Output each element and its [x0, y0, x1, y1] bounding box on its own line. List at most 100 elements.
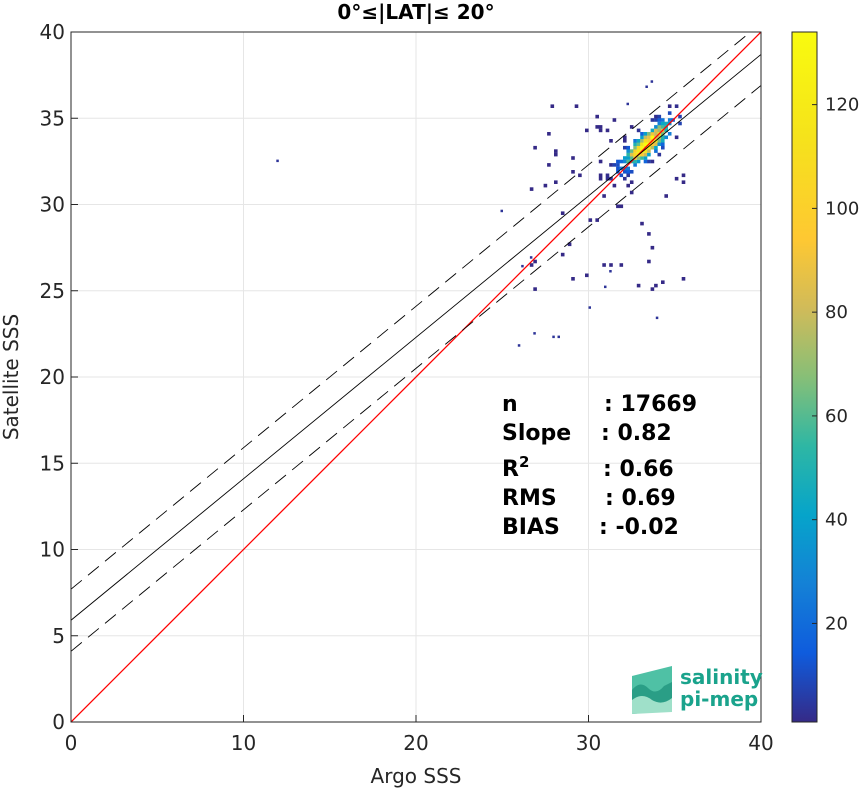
density-cell — [574, 104, 579, 108]
density-cell — [626, 166, 630, 171]
density-cell — [626, 183, 630, 188]
colorbar-tick-label: 40 — [825, 510, 848, 531]
density-cell — [598, 128, 603, 133]
density-cell — [633, 142, 637, 146]
density-cell — [647, 159, 651, 164]
density-cell — [640, 135, 644, 140]
density-cell — [661, 121, 665, 126]
density-cell — [647, 145, 651, 150]
density-cell — [667, 132, 672, 136]
density-cell — [643, 132, 648, 136]
density-cell — [657, 152, 662, 157]
x-axis-ticks: 0 10 20 30 40 — [65, 715, 774, 755]
density-cell — [585, 128, 589, 133]
density-cell — [647, 232, 651, 236]
colorbar — [791, 31, 818, 723]
density-cell — [657, 142, 662, 146]
outlier-point — [609, 270, 612, 273]
density-cell — [650, 159, 655, 164]
density-cell — [678, 121, 682, 126]
density-cell — [571, 156, 575, 160]
density-cell — [633, 139, 637, 143]
density-cell — [633, 145, 637, 150]
density-cell — [667, 111, 672, 115]
density-cell — [678, 114, 682, 119]
density-cell — [560, 252, 565, 257]
density-cell — [674, 104, 679, 108]
density-cell — [619, 263, 624, 267]
colorbar-tick-label: 120 — [825, 95, 859, 116]
stat-label: BIAS — [502, 515, 560, 540]
density-cell — [619, 173, 624, 178]
density-cell — [609, 163, 613, 167]
x-tick-label: 20 — [403, 731, 428, 755]
outlier-point — [604, 285, 607, 289]
density-cell — [626, 149, 630, 153]
density-cell — [543, 183, 548, 188]
density-cell — [640, 142, 644, 146]
density-cell — [664, 128, 668, 133]
y-tick-label: 30 — [40, 193, 65, 217]
density-cell — [595, 218, 599, 222]
stat-label: R2 — [502, 453, 529, 482]
density-cell — [650, 128, 655, 133]
density-cell — [602, 263, 606, 267]
density-cell — [636, 128, 641, 133]
density-cell — [661, 132, 665, 136]
outlier-point — [655, 316, 659, 320]
y-axis-label: Satellite SSS — [0, 314, 23, 440]
density-cell — [629, 125, 634, 129]
density-cell — [657, 125, 662, 129]
stat-label: Slope — [502, 421, 571, 446]
density-cell — [626, 145, 630, 150]
density-cell — [612, 118, 617, 122]
density-cell — [623, 176, 627, 181]
colorbar-tick-label: 20 — [825, 613, 848, 634]
density-cell — [626, 156, 630, 160]
density-cell — [609, 139, 613, 143]
density-cell — [626, 170, 630, 174]
density-cell — [629, 149, 634, 153]
density-cell — [619, 204, 624, 209]
density-cell — [647, 132, 651, 136]
density-cell — [609, 263, 613, 267]
density-cell — [609, 176, 613, 181]
outlier-point — [588, 306, 591, 309]
density-cell — [647, 152, 651, 157]
density-cell — [647, 259, 651, 264]
outlier-point — [500, 209, 503, 213]
density-cell — [623, 159, 627, 164]
density-cell — [681, 173, 686, 178]
density-cell — [616, 159, 620, 164]
density-cell — [633, 159, 637, 164]
density-cell — [664, 135, 668, 140]
y-tick-label: 35 — [40, 106, 65, 130]
y-tick-label: 20 — [40, 365, 65, 389]
density-cell — [605, 173, 610, 178]
outlier-point — [557, 335, 560, 339]
density-cell — [664, 121, 668, 126]
y-tick-label: 40 — [40, 20, 65, 44]
density-cell — [661, 139, 665, 143]
y-tick-label: 0 — [52, 710, 65, 734]
density-cell — [554, 152, 558, 157]
x-axis-label: Argo SSS — [371, 764, 462, 788]
density-cell — [650, 145, 655, 150]
density-cell — [605, 128, 610, 133]
density-cell — [647, 139, 651, 143]
density-cell — [633, 152, 637, 157]
wave-logo-icon — [632, 666, 672, 714]
colorbar-tick-label: 60 — [825, 406, 848, 427]
density-cell — [643, 142, 648, 146]
chart-title: 0°≤|LAT|≤ 20° — [337, 0, 494, 24]
y-axis-ticks: 0 5 10 15 20 25 30 35 40 — [40, 20, 78, 734]
stat-value: : 0.82 — [601, 421, 672, 446]
stat-value: : -0.02 — [599, 515, 679, 540]
density-cell — [654, 128, 658, 133]
density-cell — [650, 118, 655, 122]
x-tick-label: 10 — [231, 731, 256, 755]
density-cell — [657, 114, 662, 119]
density-cell — [650, 287, 655, 291]
density-cell — [629, 156, 634, 160]
density-cell — [636, 156, 641, 160]
